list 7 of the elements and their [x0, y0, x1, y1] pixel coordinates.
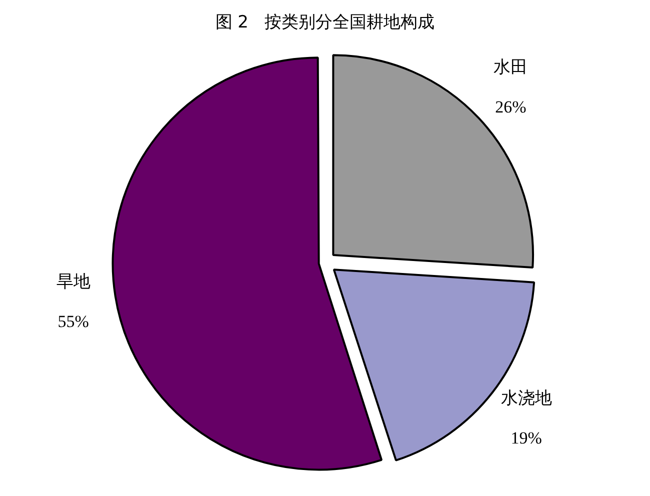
chart-title: 图 2 按类别分全国耕地构成: [215, 12, 435, 33]
data-label: 55%: [58, 312, 89, 332]
data-label: 19%: [510, 428, 542, 448]
data-label: 26%: [495, 98, 526, 117]
slice-label: 水田: [494, 58, 528, 77]
slice-label: 旱地: [56, 272, 90, 292]
slice-label: 水浇地: [500, 388, 552, 408]
